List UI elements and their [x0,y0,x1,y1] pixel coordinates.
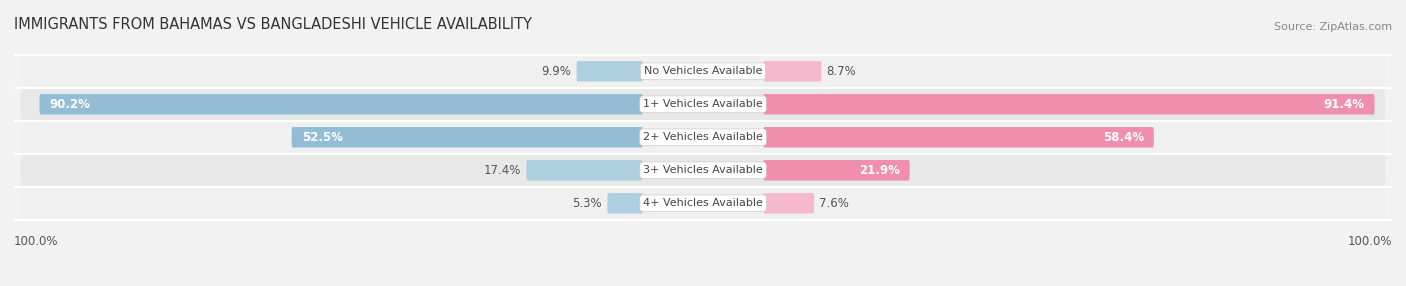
Text: IMMIGRANTS FROM BAHAMAS VS BANGLADESHI VEHICLE AVAILABILITY: IMMIGRANTS FROM BAHAMAS VS BANGLADESHI V… [14,17,531,32]
Text: 4+ Vehicles Available: 4+ Vehicles Available [643,198,763,208]
Text: 7.6%: 7.6% [820,197,849,210]
Text: 17.4%: 17.4% [484,164,522,177]
FancyBboxPatch shape [21,154,1385,187]
FancyBboxPatch shape [763,127,1154,148]
Text: 100.0%: 100.0% [1347,235,1392,248]
Text: 21.9%: 21.9% [859,164,900,177]
FancyBboxPatch shape [607,193,643,214]
Text: 90.2%: 90.2% [49,98,90,111]
FancyBboxPatch shape [763,193,814,214]
FancyBboxPatch shape [21,55,1385,88]
Text: 8.7%: 8.7% [827,65,856,78]
Text: 1+ Vehicles Available: 1+ Vehicles Available [643,99,763,109]
Text: 5.3%: 5.3% [572,197,602,210]
FancyBboxPatch shape [21,88,1385,121]
Text: 91.4%: 91.4% [1323,98,1364,111]
FancyBboxPatch shape [291,127,643,148]
FancyBboxPatch shape [576,61,643,82]
Text: No Vehicles Available: No Vehicles Available [644,66,762,76]
FancyBboxPatch shape [21,187,1385,220]
Text: 58.4%: 58.4% [1102,131,1144,144]
FancyBboxPatch shape [21,121,1385,154]
Text: 52.5%: 52.5% [302,131,343,144]
FancyBboxPatch shape [763,94,1375,114]
FancyBboxPatch shape [526,160,643,180]
Text: 100.0%: 100.0% [14,235,59,248]
Text: 3+ Vehicles Available: 3+ Vehicles Available [643,165,763,175]
Text: 9.9%: 9.9% [541,65,571,78]
FancyBboxPatch shape [39,94,643,114]
Text: 2+ Vehicles Available: 2+ Vehicles Available [643,132,763,142]
Text: Source: ZipAtlas.com: Source: ZipAtlas.com [1274,22,1392,32]
FancyBboxPatch shape [763,61,821,82]
FancyBboxPatch shape [763,160,910,180]
